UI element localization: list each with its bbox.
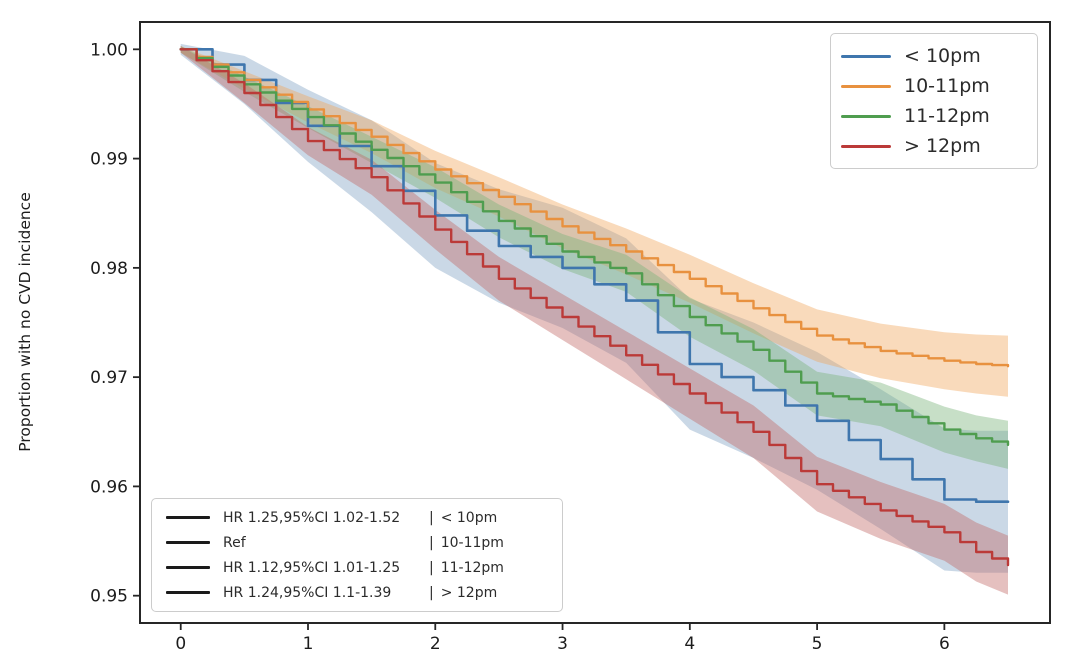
x-tick-label: 4 bbox=[684, 634, 695, 654]
legend-line-swatch bbox=[841, 84, 891, 88]
legend-row: < 10pm bbox=[841, 41, 1027, 71]
hr-separator: | bbox=[429, 584, 434, 601]
x-tick-label: 2 bbox=[430, 634, 441, 654]
hr-line-swatch bbox=[166, 516, 210, 519]
hr-group-label: < 10pm bbox=[440, 509, 498, 526]
hr-line-swatch bbox=[166, 541, 210, 544]
hr-stat-text: HR 1.24,95%CI 1.1-1.39 bbox=[223, 584, 392, 601]
legend-line-swatch bbox=[841, 114, 891, 118]
hr-line-swatch bbox=[166, 591, 210, 594]
y-tick-label: 0.99 bbox=[90, 150, 128, 170]
plot-border bbox=[139, 21, 1051, 624]
legend-row: > 12pm bbox=[841, 131, 1027, 161]
legend-row: 11-12pm bbox=[841, 101, 1027, 131]
ci-band-10-11pm bbox=[180, 46, 1008, 397]
y-axis-label: Proportion with no CVD incidence bbox=[16, 192, 34, 451]
legend-label: > 12pm bbox=[904, 135, 981, 157]
y-tick-label: 0.95 bbox=[90, 587, 128, 607]
hr-separator: | bbox=[429, 509, 434, 526]
x-tick-label: 5 bbox=[812, 634, 823, 654]
hazard-ratio-legend: HR 1.25,95%CI 1.02-1.52 | < 10pm Ref | 10-11p… bbox=[151, 498, 563, 612]
hr-separator: | bbox=[429, 559, 434, 576]
legend-line-swatch bbox=[841, 54, 891, 58]
y-tick-label: 1.00 bbox=[90, 40, 128, 60]
hr-legend-row: HR 1.12,95%CI 1.01-1.25 | 11-12pm bbox=[160, 555, 554, 580]
x-tick-label: 3 bbox=[557, 634, 568, 654]
x-tick-label: 1 bbox=[303, 634, 314, 654]
survival-curves bbox=[179, 48, 1010, 567]
hr-separator: | bbox=[429, 534, 434, 551]
hr-line-swatch bbox=[166, 566, 210, 569]
legend-label: < 10pm bbox=[904, 45, 981, 67]
x-tick-label: 6 bbox=[939, 634, 950, 654]
y-tick-label: 0.97 bbox=[90, 368, 128, 388]
hr-group-label: 11-12pm bbox=[440, 559, 504, 576]
x-tick-label: 0 bbox=[175, 634, 186, 654]
hr-stat-text: HR 1.25,95%CI 1.02-1.52 bbox=[223, 509, 401, 526]
hr-legend-row: HR 1.25,95%CI 1.02-1.52 | < 10pm bbox=[160, 505, 554, 530]
axis-tick-labels: 1.00 0.99 0.98 0.97 0.96 0.95 0 1 2 3 4 5 6 bbox=[90, 40, 950, 654]
axis-ticks bbox=[133, 48, 946, 630]
hr-legend-row: HR 1.24,95%CI 1.1-1.39 | > 12pm bbox=[160, 580, 554, 605]
series-line-10-11pm bbox=[179, 48, 1010, 368]
hr-stat-text: Ref bbox=[223, 534, 246, 551]
legend-line-swatch bbox=[841, 144, 891, 148]
hr-group-label: > 12pm bbox=[440, 584, 498, 601]
y-tick-label: 0.96 bbox=[90, 477, 128, 497]
hr-legend-row: Ref | 10-11pm bbox=[160, 530, 554, 555]
hr-stat-text: HR 1.12,95%CI 1.01-1.25 bbox=[223, 559, 401, 576]
legend-label: 10-11pm bbox=[904, 75, 990, 97]
legend-row: 10-11pm bbox=[841, 71, 1027, 101]
hr-group-label: 10-11pm bbox=[440, 534, 504, 551]
series-line-11-12pm bbox=[179, 48, 1010, 447]
group-legend: < 10pm 10-11pm 11-12pm > 12pm bbox=[830, 33, 1038, 169]
series-line--12pm bbox=[179, 48, 1010, 567]
y-tick-label: 0.98 bbox=[90, 259, 128, 279]
legend-label: 11-12pm bbox=[904, 105, 990, 127]
